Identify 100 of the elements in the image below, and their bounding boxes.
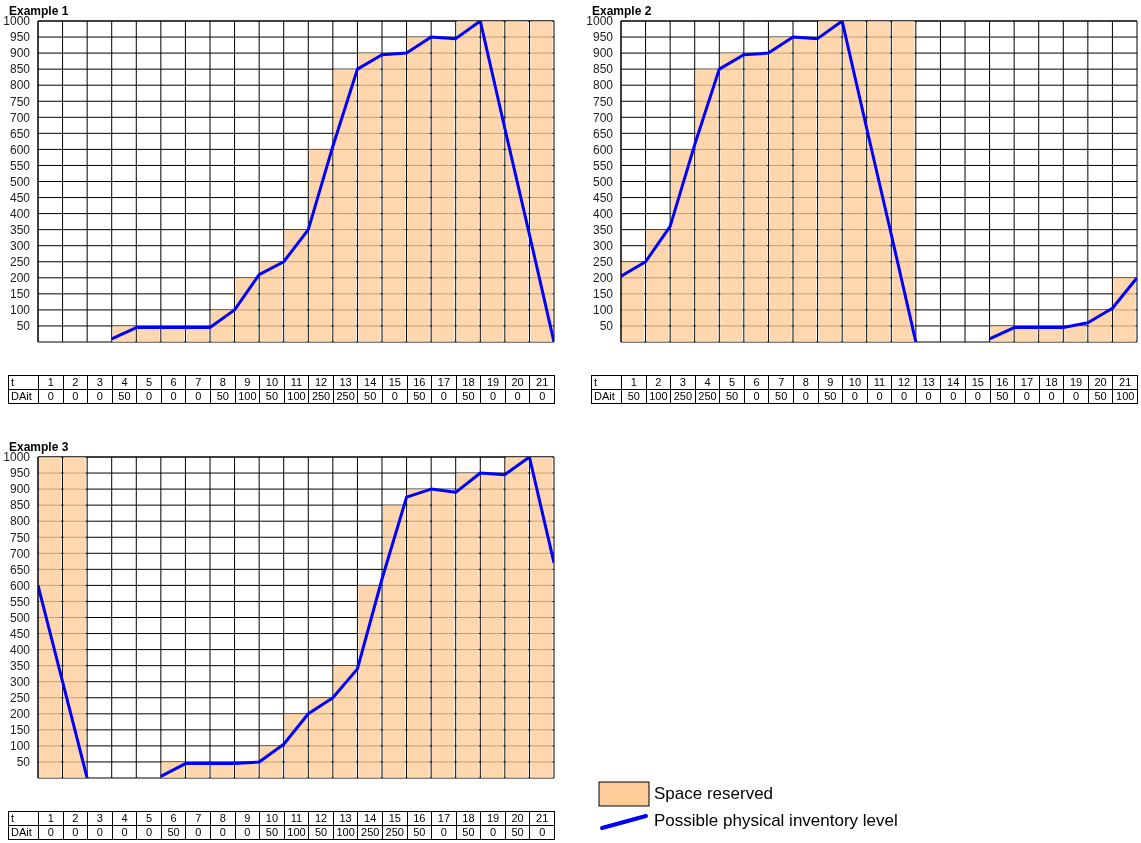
bar bbox=[794, 37, 817, 342]
bar bbox=[333, 665, 356, 778]
data-label: 0 bbox=[185, 825, 211, 840]
bar bbox=[622, 261, 645, 342]
line-series bbox=[988, 276, 1137, 341]
x-tick-label: 11 bbox=[283, 375, 310, 390]
x-tick-label: 5 bbox=[136, 375, 162, 390]
y-tick-label: 950 bbox=[9, 30, 31, 45]
data-label: 0 bbox=[480, 389, 506, 404]
bar bbox=[646, 229, 669, 342]
data-label: 0 bbox=[529, 389, 555, 404]
y-tick-label: 200 bbox=[9, 271, 31, 286]
x-tick-label: 2 bbox=[62, 375, 89, 390]
data-label: 0 bbox=[160, 389, 187, 404]
x-tick-label: 6 bbox=[160, 375, 187, 390]
y-tick-label: 450 bbox=[9, 626, 31, 641]
data-label: 250 bbox=[332, 389, 359, 404]
y-tick-label: 300 bbox=[9, 674, 31, 689]
y-tick-label: 900 bbox=[592, 46, 614, 61]
x-tick-label: 16 bbox=[406, 375, 433, 390]
data-label: 100 bbox=[234, 389, 261, 404]
x-tick-label: 2 bbox=[62, 811, 89, 826]
legend-label: DAit bbox=[8, 389, 39, 404]
data-label: 50 bbox=[259, 825, 285, 840]
y-tick-label: 950 bbox=[592, 30, 614, 45]
y-tick-label: 200 bbox=[9, 707, 31, 722]
data-label: 50 bbox=[455, 825, 482, 840]
x-tick-label: 17 bbox=[1014, 375, 1040, 390]
x-tick-label: 16 bbox=[406, 811, 433, 826]
data-label: 100 bbox=[332, 825, 359, 840]
x-tick-label: 4 bbox=[111, 811, 138, 826]
bar bbox=[309, 149, 332, 342]
x-tick-label: 3 bbox=[670, 375, 696, 390]
x-tick-label: 1 bbox=[38, 811, 64, 826]
data-label: 0 bbox=[111, 825, 138, 840]
data-label: 100 bbox=[1112, 389, 1138, 404]
data-label: 50 bbox=[406, 825, 433, 840]
bar bbox=[695, 69, 718, 342]
y-tick-label: 750 bbox=[9, 530, 31, 545]
bar bbox=[235, 277, 258, 342]
data-label: 50 bbox=[989, 389, 1016, 404]
y-tick-label: 900 bbox=[9, 482, 31, 497]
data-label: 0 bbox=[1038, 389, 1065, 404]
bar bbox=[63, 457, 86, 778]
legend-label: Possible physical inventory level bbox=[654, 810, 898, 831]
bar bbox=[720, 53, 743, 342]
y-tick-label: 650 bbox=[9, 562, 31, 577]
data-label: 250 bbox=[382, 825, 408, 840]
data-label: 0 bbox=[382, 389, 408, 404]
y-tick-label: 500 bbox=[9, 174, 31, 189]
bar bbox=[843, 21, 866, 342]
bar bbox=[333, 69, 356, 342]
data-label: 0 bbox=[480, 825, 506, 840]
x-tick-label: 8 bbox=[210, 811, 236, 826]
x-tick-label: 7 bbox=[768, 375, 794, 390]
data-label: 0 bbox=[136, 825, 162, 840]
x-tick-label: 14 bbox=[940, 375, 966, 390]
y-tick-label: 100 bbox=[9, 739, 31, 754]
bar bbox=[671, 149, 694, 342]
x-tick-label: 7 bbox=[185, 375, 211, 390]
data-label: 0 bbox=[87, 825, 113, 840]
x-tick-label: 19 bbox=[480, 811, 506, 826]
y-tick-label: 700 bbox=[9, 546, 31, 561]
bar bbox=[432, 489, 455, 778]
data-label: 0 bbox=[940, 389, 966, 404]
data-label: 50 bbox=[719, 389, 745, 404]
x-tick-label: 9 bbox=[234, 811, 261, 826]
y-tick-label: 100 bbox=[9, 303, 31, 318]
x-tick-label: 3 bbox=[87, 811, 113, 826]
y-tick-label: 150 bbox=[592, 287, 614, 302]
y-tick-label: 750 bbox=[9, 94, 31, 109]
data-label: 0 bbox=[504, 389, 531, 404]
data-label: 250 bbox=[308, 389, 334, 404]
x-tick-label: 13 bbox=[332, 811, 359, 826]
bar bbox=[892, 21, 915, 342]
data-label: 50 bbox=[160, 825, 187, 840]
data-label: 0 bbox=[743, 389, 770, 404]
bar bbox=[383, 53, 406, 342]
data-label: 50 bbox=[1087, 389, 1114, 404]
y-tick-label: 800 bbox=[9, 78, 31, 93]
x-tick-label: 10 bbox=[259, 811, 285, 826]
data-label: 0 bbox=[62, 389, 89, 404]
data-label: 0 bbox=[87, 389, 113, 404]
data-label: 50 bbox=[455, 389, 482, 404]
y-tick-label: 550 bbox=[9, 158, 31, 173]
x-tick-label: 12 bbox=[308, 811, 334, 826]
y-tick-label: 50 bbox=[599, 319, 614, 334]
x-tick-label: 2 bbox=[645, 375, 672, 390]
x-tick-label: 15 bbox=[382, 375, 408, 390]
x-tick-label: 9 bbox=[817, 375, 844, 390]
bar bbox=[481, 473, 504, 778]
bar bbox=[744, 53, 767, 342]
x-axis-title: t bbox=[8, 375, 39, 390]
data-label: 250 bbox=[357, 825, 383, 840]
y-tick-label: 150 bbox=[9, 287, 31, 302]
bar bbox=[407, 37, 430, 342]
data-label: 0 bbox=[38, 389, 64, 404]
y-tick-label: 500 bbox=[9, 610, 31, 625]
y-tick-label: 150 bbox=[9, 723, 31, 738]
data-label: 0 bbox=[431, 389, 457, 404]
